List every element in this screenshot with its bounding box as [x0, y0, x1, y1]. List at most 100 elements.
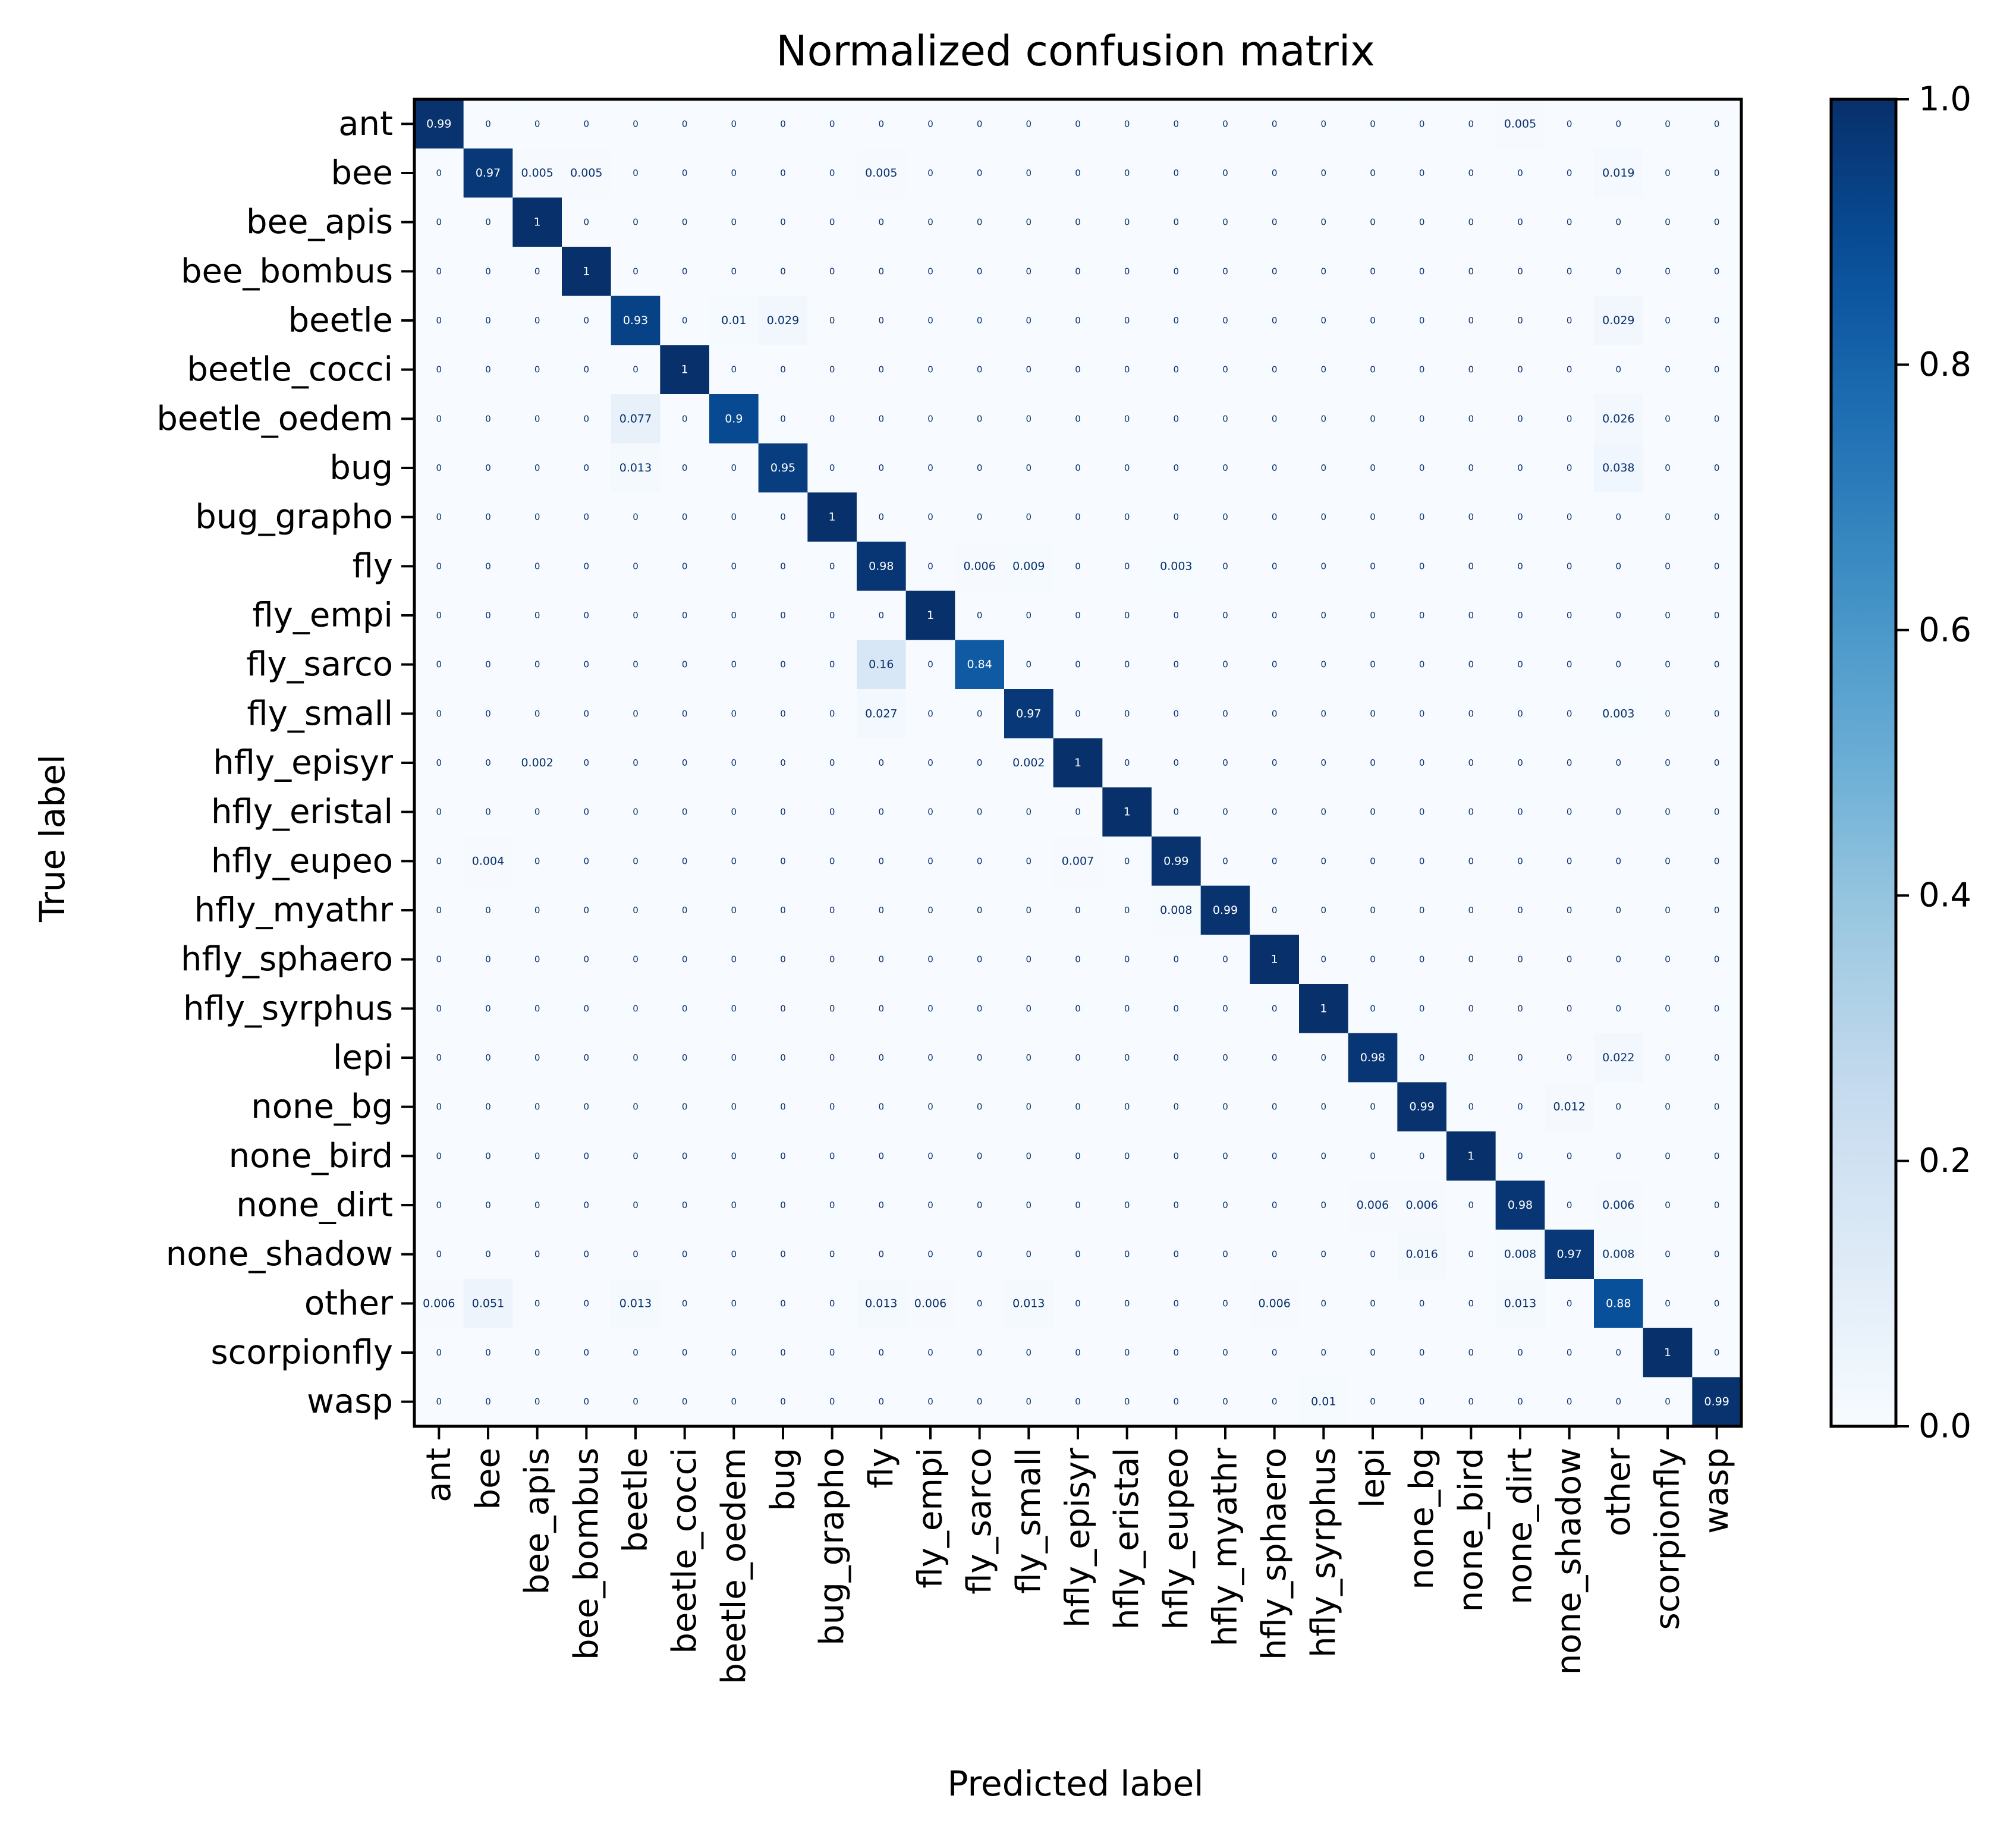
cell-value-label: 0 [436, 1397, 442, 1407]
y-tick-label: wasp [307, 1382, 393, 1421]
heatmap-cell [1594, 295, 1644, 345]
heatmap-cell [1692, 738, 1742, 788]
heatmap-cell [1446, 1377, 1496, 1427]
heatmap-cell [562, 443, 612, 493]
cell-value-label: 0 [1567, 118, 1572, 129]
heatmap-cell [1348, 1180, 1398, 1230]
heatmap-cell [1495, 148, 1545, 198]
cell-value-label: 0 [584, 1249, 590, 1260]
heatmap-cell [1053, 1131, 1103, 1181]
cell-value-label: 0 [534, 118, 540, 129]
cell-value-label: 0 [1075, 118, 1081, 129]
heatmap-cell [1446, 197, 1496, 247]
cell-value-label: 0 [829, 757, 835, 768]
heatmap-cell [463, 542, 513, 592]
heatmap-cell [660, 590, 710, 640]
cell-value-label: 0 [1714, 610, 1720, 621]
heatmap-cell [955, 738, 1005, 788]
cell-value-label: 0 [1174, 512, 1180, 523]
cell-value-label: 0 [1075, 905, 1081, 916]
cell-value-label: 0 [1026, 1150, 1032, 1161]
heatmap-cell [1299, 1131, 1349, 1181]
cell-value-label: 0 [584, 954, 590, 965]
heatmap-cell [857, 935, 907, 985]
heatmap-cell [1446, 1328, 1496, 1378]
heatmap-cell [709, 689, 759, 739]
cell-value-label: 0 [1321, 168, 1327, 178]
cell-value-label: 0 [1075, 1347, 1081, 1358]
heatmap-cell [562, 394, 612, 444]
heatmap-cell [414, 492, 464, 542]
cell-value-label: 0 [584, 512, 590, 523]
heatmap-cell [709, 295, 759, 345]
heatmap-cell [1250, 443, 1300, 493]
cell-value-label: 0 [436, 954, 442, 965]
heatmap-cell [1594, 1230, 1644, 1279]
cell-value-label: 0 [682, 315, 688, 326]
heatmap-cell [1446, 689, 1496, 739]
heatmap-cell [1299, 1279, 1349, 1329]
cell-value-label: 0 [1272, 168, 1278, 178]
cell-value-label: 0 [780, 168, 786, 178]
x-tick-label: hfly_eristal [1108, 1448, 1146, 1630]
cell-value-label: 0 [436, 856, 442, 866]
heatmap-cell [1446, 247, 1496, 297]
y-tick-label: ant [338, 105, 393, 143]
cell-value-label: 0 [1665, 561, 1671, 571]
cell-value-label: 0 [879, 1249, 885, 1260]
cell-value-label: 0 [1174, 266, 1180, 276]
cell-value-label: 0 [682, 1003, 688, 1014]
cell-value-label: 0 [436, 1052, 442, 1063]
cell-value-label: 0 [1321, 659, 1327, 670]
heatmap-cell [709, 640, 759, 690]
cell-value-label: 0 [977, 1150, 983, 1161]
cell-value-label: 0 [1124, 757, 1130, 768]
cell-value-label: 0 [927, 1052, 933, 1063]
heatmap-cell [1250, 99, 1300, 149]
heatmap-cell [660, 1328, 710, 1378]
cell-value-label: 0 [1370, 1150, 1376, 1161]
cell-value-label: 0 [1174, 757, 1180, 768]
heatmap-cell [857, 1377, 907, 1427]
heatmap-cell [1004, 394, 1054, 444]
cell-value-label: 0 [829, 561, 835, 571]
y-tick-label: bee [331, 154, 393, 193]
heatmap-cell [1692, 1131, 1742, 1181]
cell-value-label: 0 [1222, 1003, 1228, 1014]
heatmap-cell [512, 197, 562, 247]
y-tick-label: none_bird [229, 1137, 393, 1175]
heatmap-cell [905, 197, 955, 247]
heatmap-cell [1495, 1328, 1545, 1378]
heatmap-cell [1200, 1279, 1250, 1329]
heatmap-cell [1495, 590, 1545, 640]
cell-value-label: 0 [1174, 118, 1180, 129]
cell-value-label: 0 [485, 561, 491, 571]
heatmap-cell [709, 443, 759, 493]
cell-value-label: 0 [1714, 512, 1720, 523]
cell-value-label: 0 [1321, 1150, 1327, 1161]
heatmap-cell [463, 640, 513, 690]
cell-value-label: 0.013 [865, 1297, 897, 1310]
heatmap-cell [1495, 1377, 1545, 1427]
cell-value-label: 0 [977, 118, 983, 129]
heatmap-cell [660, 1033, 710, 1083]
cell-value-label: 0 [1026, 1052, 1032, 1063]
x-tick-label: scorpionfly [1649, 1448, 1687, 1630]
cell-value-label: 0 [1124, 610, 1130, 621]
colorbar-tick-label: 1.0 [1918, 80, 1971, 119]
heatmap-cell [1348, 295, 1398, 345]
cell-value-label: 0 [485, 1003, 491, 1014]
cell-value-label: 0 [1321, 1102, 1327, 1112]
heatmap-cell [807, 394, 857, 444]
cell-value-label: 0 [1665, 1102, 1671, 1112]
heatmap-cell [1446, 1033, 1496, 1083]
cell-value-label: 0 [927, 364, 933, 375]
cell-value-label: 0 [584, 1298, 590, 1309]
heatmap-cell [758, 640, 808, 690]
heatmap-cell [1200, 1377, 1250, 1427]
heatmap-cell [1495, 394, 1545, 444]
cell-value-label: 0 [977, 1052, 983, 1063]
cell-value-label: 0 [436, 1347, 442, 1358]
heatmap-cell [1250, 984, 1300, 1034]
heatmap-cell [758, 885, 808, 935]
